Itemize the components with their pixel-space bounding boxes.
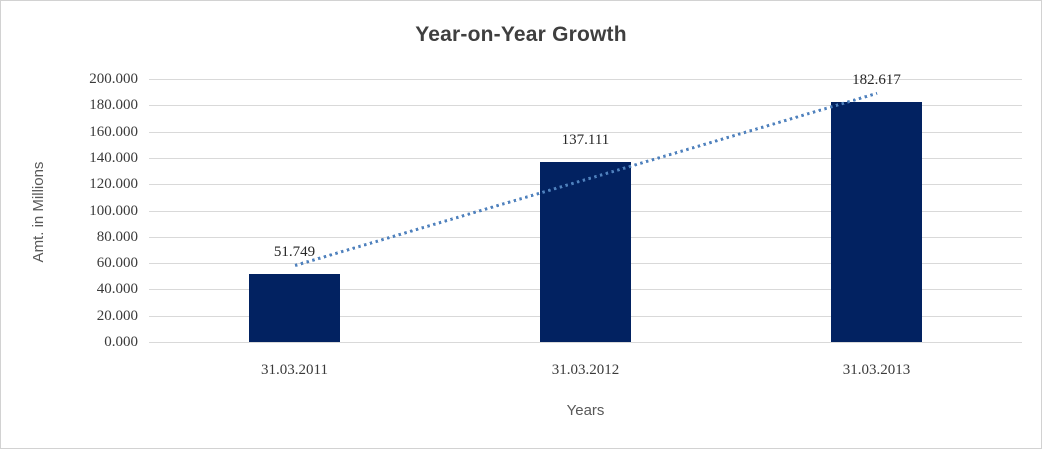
y-tick-label: 140.000 <box>89 149 138 166</box>
y-tick-label: 200.000 <box>89 71 138 87</box>
y-tick-label: 160.000 <box>89 123 138 140</box>
x-tick-label: 31.03.2012 <box>551 362 620 378</box>
x-axis-title: Years <box>566 402 605 419</box>
y-tick-label: 40.000 <box>96 281 138 298</box>
x-tick-label: 31.03.2013 <box>842 362 911 378</box>
y-gridline <box>149 105 1022 107</box>
y-axis-title: Amt. in Millions <box>30 161 47 263</box>
bar-data-label: 182.617 <box>852 71 901 88</box>
bar <box>831 101 922 342</box>
y-tick-label: 60.000 <box>96 255 138 272</box>
y-gridline <box>149 79 1022 80</box>
y-tick-label: 120.000 <box>89 176 138 193</box>
y-tick-label: 180.000 <box>89 97 138 114</box>
y-tick-label: 100.000 <box>89 202 138 219</box>
y-tick-label: 20.000 <box>96 307 138 324</box>
bar-data-label: 51.749 <box>273 243 316 260</box>
bar <box>540 161 631 342</box>
y-tick-label: 0.000 <box>104 334 138 350</box>
y-tick-label: 80.000 <box>96 228 138 245</box>
bar <box>249 273 340 342</box>
x-tick-label: 31.03.2011 <box>261 362 328 378</box>
chart-title: Year-on-Year Growth <box>415 23 627 46</box>
y-gridline <box>149 131 1022 133</box>
bar-data-label: 137.111 <box>561 131 610 148</box>
y-gridline <box>149 342 1022 343</box>
y-gridline <box>149 157 1022 159</box>
